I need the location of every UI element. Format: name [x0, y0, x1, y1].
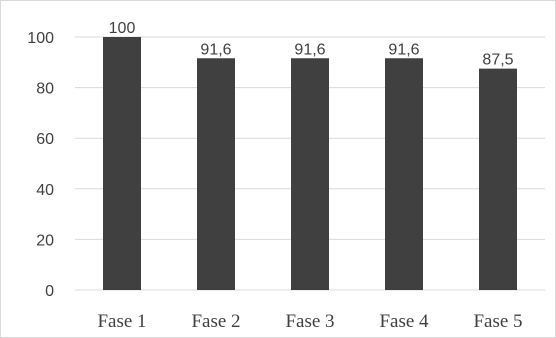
y-tick-label: 60 — [36, 131, 54, 148]
x-category-label: Fase 4 — [379, 311, 429, 332]
data-label: 91,6 — [294, 41, 325, 58]
data-label: 91,6 — [200, 41, 231, 58]
x-category-label: Fase 3 — [285, 311, 334, 332]
y-tick-label: 80 — [36, 81, 54, 98]
bar — [103, 37, 141, 290]
x-category-label: Fase 2 — [191, 311, 240, 332]
y-tick-label: 40 — [36, 182, 54, 199]
y-tick-label: 100 — [27, 30, 54, 47]
data-label: 100 — [109, 20, 136, 37]
x-category-label: Fase 1 — [97, 311, 146, 332]
data-label: 91,6 — [388, 41, 419, 58]
x-category-label: Fase 5 — [473, 311, 522, 332]
y-tick-label: 20 — [36, 232, 54, 249]
bar — [479, 68, 517, 290]
bar — [385, 58, 423, 290]
bar — [291, 58, 329, 290]
y-tick-label: 0 — [45, 283, 54, 300]
data-label: 87,5 — [482, 52, 513, 69]
bar — [197, 58, 235, 290]
